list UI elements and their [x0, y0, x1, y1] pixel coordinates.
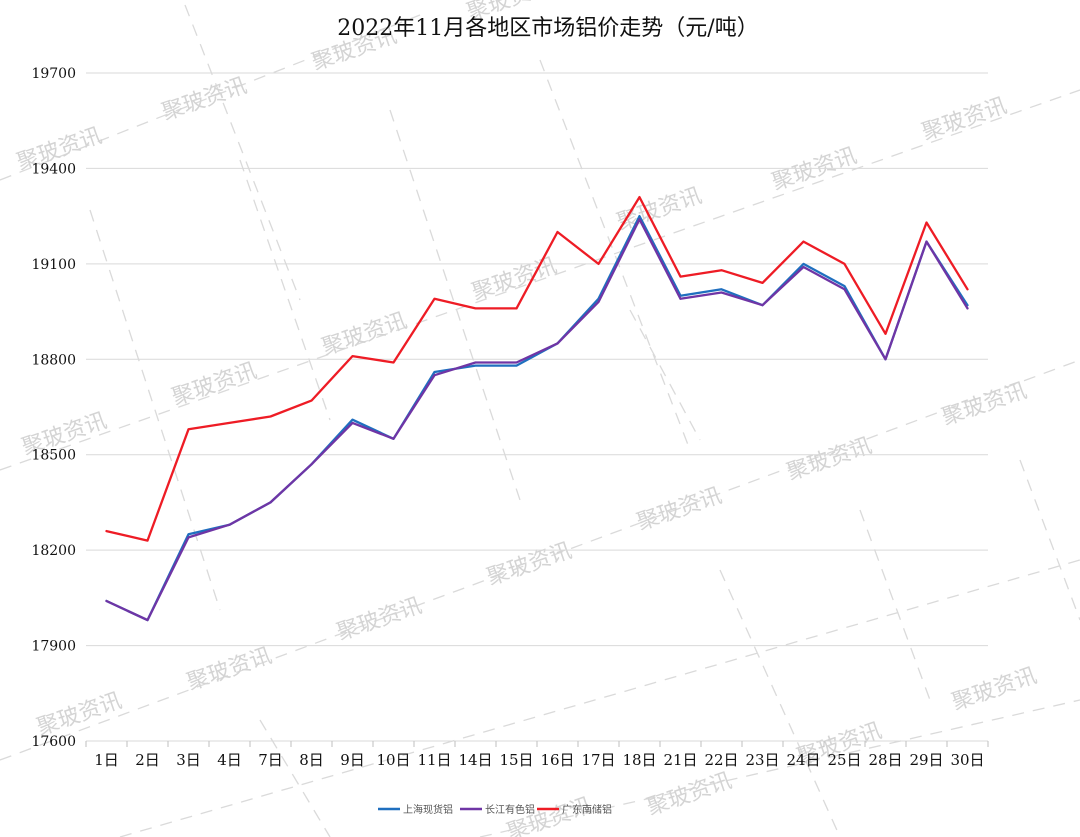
legend-item: 上海现货铝 — [378, 803, 453, 816]
series-lines — [105, 195, 969, 622]
gridlines — [86, 72, 988, 742]
watermark-text: 聚玻资讯 — [484, 538, 575, 590]
x-tick-label: 11日 — [417, 751, 451, 769]
watermark-text: 聚玻资讯 — [614, 183, 705, 235]
y-tick-label: 18200 — [31, 543, 76, 559]
legend-label: 长江有色铝 — [485, 803, 535, 816]
watermark-line — [539, 59, 691, 451]
x-tick-label: 28日 — [868, 751, 902, 769]
watermark-text: 聚玻资讯 — [634, 483, 725, 535]
watermark-line — [184, 4, 301, 301]
watermark-text: 聚玻资讯 — [184, 643, 275, 695]
x-tick-label: 29日 — [909, 751, 943, 769]
watermark-text: 聚玻资讯 — [939, 378, 1030, 430]
x-tick-label: 3日 — [176, 751, 201, 769]
x-tick-label: 22日 — [704, 751, 738, 769]
watermark-text: 聚玻资讯 — [919, 93, 1010, 145]
watermark-text: 聚玻资讯 — [769, 143, 860, 195]
watermark-line — [0, 359, 1080, 761]
watermark-text: 聚玻资讯 — [949, 663, 1040, 715]
x-tick-label: 15日 — [499, 751, 533, 769]
watermark-line — [479, 699, 1080, 837]
series-line-2 — [105, 218, 969, 622]
watermark-text: 聚玻资讯 — [469, 253, 560, 305]
watermark-line — [239, 159, 331, 421]
watermark-line — [259, 719, 331, 837]
watermark-text: 聚玻资讯 — [169, 358, 260, 410]
watermark-text: 聚玻资讯 — [159, 73, 250, 125]
watermark-line — [719, 569, 841, 837]
y-tick-label: 19100 — [31, 257, 76, 273]
x-tick-label: 21日 — [663, 751, 697, 769]
watermark-line — [629, 309, 701, 441]
watermark-text: 聚玻资讯 — [319, 308, 410, 360]
x-tick-label: 4日 — [217, 751, 242, 769]
x-tick-label: 1日 — [94, 751, 119, 769]
x-tick-label: 8日 — [299, 751, 324, 769]
x-tick-label: 18日 — [622, 751, 656, 769]
y-tick-label: 19400 — [31, 161, 76, 177]
y-axis: 17600 17900 18200 18500 18800 19100 19400 19700 — [31, 66, 76, 750]
legend-item: 广东南储铝 — [537, 803, 612, 816]
y-tick-label: 18500 — [31, 448, 76, 464]
x-tick-label: 14日 — [458, 751, 492, 769]
watermark-line — [859, 509, 931, 701]
x-tick-label: 2日 — [135, 751, 160, 769]
x-tick-label: 9日 — [340, 751, 365, 769]
watermark-line — [389, 109, 521, 501]
y-tick-label: 18800 — [31, 352, 76, 368]
x-tick-label: 10日 — [376, 751, 410, 769]
x-tick-label: 16日 — [540, 751, 574, 769]
x-tick-label: 30日 — [950, 751, 984, 769]
y-tick-label: 19700 — [31, 66, 76, 82]
watermark-text: 聚玻资讯 — [34, 688, 125, 740]
watermark-line — [0, 89, 1080, 471]
x-tick-label: 23日 — [745, 751, 779, 769]
watermark-text: 聚玻资讯 — [334, 593, 425, 645]
legend: 上海现货铝 长江有色铝 广东南储铝 — [378, 803, 612, 816]
y-tick-label: 17600 — [31, 734, 76, 750]
y-tick-label: 17900 — [31, 639, 76, 655]
x-tick-label: 17日 — [581, 751, 615, 769]
watermark-text: 聚玻资讯 — [644, 768, 735, 820]
chart-title: 2022年11月各地区市场铝价走势（元/吨） — [337, 16, 758, 41]
x-tick-label: 24日 — [786, 751, 820, 769]
x-tick-label: 7日 — [258, 751, 283, 769]
watermark-line — [89, 209, 221, 611]
legend-label: 广东南储铝 — [562, 803, 612, 816]
x-tick-label: 25日 — [827, 751, 861, 769]
series-line-3 — [105, 195, 969, 542]
legend-label: 上海现货铝 — [403, 803, 453, 816]
watermark-line — [119, 559, 1080, 837]
watermark-text: 聚玻资讯 — [784, 433, 875, 485]
watermark-line — [1019, 459, 1080, 621]
legend-item: 长江有色铝 — [460, 803, 535, 816]
x-axis: 1日 2日 3日 4日 7日 8日 9日 10日 11日 14日 15日 16日 17日 18日 21日 22… — [85, 741, 989, 769]
